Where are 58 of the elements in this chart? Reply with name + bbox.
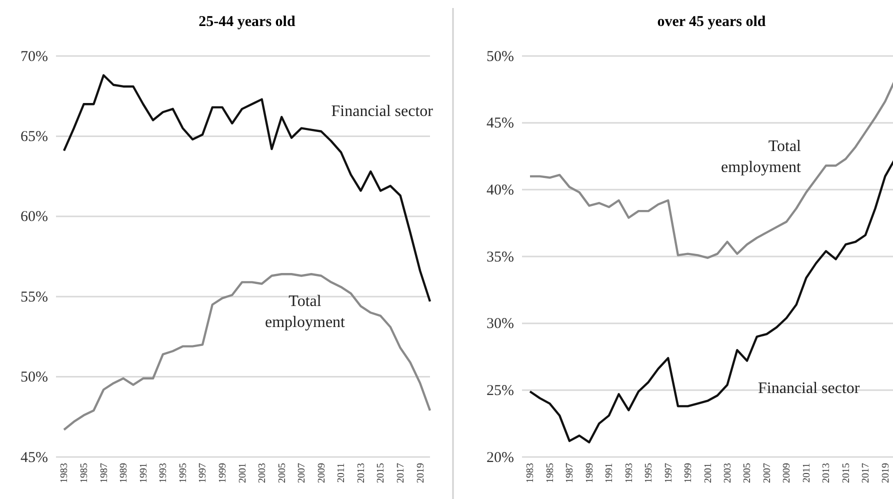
x-tick-label: 1985	[78, 463, 90, 483]
chart-title: 25-44 years old	[198, 14, 296, 30]
x-tick-label: 1993	[158, 463, 170, 483]
x-tick-label: 2013	[821, 463, 832, 483]
x-tick-label: 2003	[722, 463, 734, 483]
y-tick-label: 55%	[20, 289, 48, 306]
x-tick-label: 2013	[356, 463, 367, 483]
x-tick-label: 2019	[880, 463, 892, 483]
x-tick-label: 1983	[59, 463, 70, 483]
x-tick-label: 2009	[316, 463, 328, 483]
series-label: Total employment	[721, 138, 802, 176]
y-tick-label: 45%	[20, 450, 48, 466]
y-tick-label: 60%	[20, 209, 48, 226]
series-label: Total employment	[265, 293, 346, 331]
series-label: Financial sector	[758, 380, 860, 397]
y-tick-label: 50%	[486, 48, 514, 65]
x-tick-label: 1989	[118, 463, 130, 483]
x-tick-label: 2009	[782, 463, 793, 483]
x-tick-label: 2015	[376, 463, 387, 483]
x-tick-label: 1989	[584, 463, 596, 483]
x-tick-label: 2007	[296, 463, 308, 483]
x-tick-label: 2001	[702, 463, 714, 483]
x-tick-label: 2001	[237, 463, 248, 483]
y-tick-label: 35%	[486, 249, 514, 266]
x-tick-label: 2005	[742, 463, 754, 483]
x-tick-label: 1997	[198, 463, 209, 483]
x-tick-label: 2003	[257, 463, 268, 483]
x-tick-label: 1991	[604, 463, 616, 483]
y-tick-label: 65%	[20, 129, 48, 145]
y-tick-label: 40%	[486, 182, 514, 198]
x-tick-label: 2015	[840, 463, 852, 483]
x-tick-label: 1995	[178, 463, 189, 483]
x-tick-label: 1987	[98, 463, 110, 483]
x-tick-label: 2007	[762, 463, 773, 483]
x-tick-label: 2011	[801, 463, 812, 483]
x-tick-label: 1997	[663, 463, 674, 483]
y-tick-label: 20%	[486, 450, 514, 466]
x-tick-label: 2017	[860, 463, 872, 483]
x-tick-label: 2011	[336, 463, 348, 483]
chart-title: over 45 years old	[657, 14, 766, 30]
x-tick-label: 1995	[644, 463, 655, 483]
y-tick-label: 25%	[486, 382, 514, 399]
x-tick-label: 1985	[544, 463, 556, 483]
y-tick-label: 45%	[486, 116, 514, 132]
x-tick-label: 2019	[415, 463, 426, 483]
x-tick-label: 2017	[396, 463, 407, 483]
x-tick-label: 1991	[138, 463, 150, 483]
x-tick-label: 1987	[564, 463, 576, 483]
x-tick-label: 1999	[217, 463, 228, 483]
y-tick-label: 50%	[20, 370, 48, 386]
x-tick-label: 2005	[276, 463, 288, 483]
x-tick-label: 1993	[624, 463, 635, 483]
series-label: Financial sector	[331, 103, 434, 120]
x-tick-label: 1983	[525, 463, 536, 483]
y-tick-label: 30%	[486, 316, 514, 332]
y-tick-label: 70%	[20, 48, 48, 65]
line-series	[62, 273, 432, 431]
x-tick-label: 1999	[683, 463, 694, 483]
